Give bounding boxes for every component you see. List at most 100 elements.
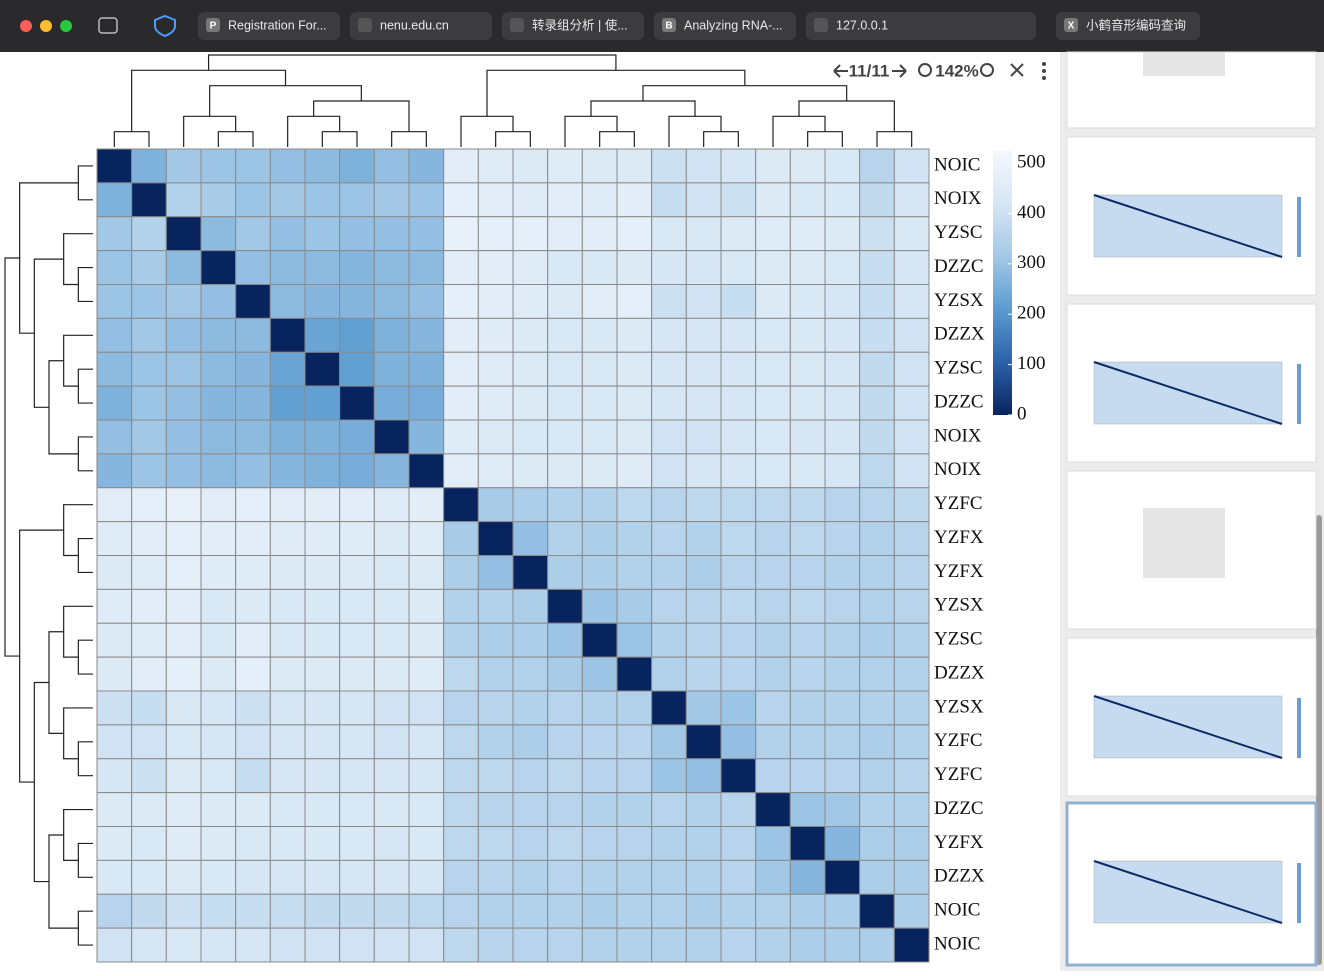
row-label: YZSX: [934, 595, 984, 616]
heatmap-cell: [373, 385, 410, 421]
zoom-out[interactable]: [918, 63, 932, 77]
close-viewer[interactable]: [1010, 63, 1024, 77]
heatmap: [96, 148, 930, 963]
tab[interactable]: [1056, 12, 1200, 40]
heatmap-cell: [755, 758, 791, 794]
close-button[interactable]: [20, 20, 32, 32]
heatmap-cell: [477, 588, 514, 624]
tab[interactable]: [654, 12, 796, 40]
heatmap-cell: [131, 453, 167, 489]
heatmap-cell: [824, 724, 861, 760]
heatmap-cell: [373, 351, 410, 387]
heatmap-cell: [96, 758, 133, 794]
heatmap-cell: [373, 182, 410, 218]
heatmap-cell: [373, 555, 410, 590]
zoom-button[interactable]: [60, 20, 72, 32]
heatmap-cell: [685, 453, 722, 489]
heatmap-cell: [755, 555, 791, 590]
heatmap-cell: [131, 588, 167, 624]
heatmap-cell: [755, 826, 791, 861]
heatmap-cell: [373, 656, 410, 692]
heatmap-cell: [755, 419, 791, 455]
heatmap-cell: [512, 487, 549, 523]
heatmap-cell: [408, 453, 445, 489]
heatmap-cell: [547, 284, 583, 319]
heatmap-cell: [373, 893, 410, 929]
heatmap-cell: [304, 250, 341, 285]
heatmap-cell: [512, 250, 549, 285]
heatmap-cell: [408, 148, 445, 184]
heatmap-cell: [651, 724, 687, 760]
heatmap-cell: [304, 453, 341, 489]
heatmap-cell: [685, 758, 722, 794]
heatmap-cell: [547, 521, 583, 556]
heatmap-cell: [789, 724, 826, 760]
more-menu[interactable]: [1042, 62, 1046, 80]
heatmap-cell: [200, 419, 237, 455]
heatmap-cell: [616, 724, 653, 760]
heatmap-cell: [824, 317, 861, 353]
heatmap-cell: [443, 555, 479, 590]
heatmap-cell: [824, 826, 861, 861]
heatmap-cell: [581, 284, 618, 319]
heatmap-cell: [651, 385, 687, 421]
heatmap-cell: [200, 182, 237, 218]
heatmap-cell: [616, 690, 653, 726]
heatmap-cell: [893, 317, 930, 353]
heatmap-cell: [165, 148, 202, 184]
heatmap-cell: [893, 927, 930, 963]
heatmap-cell: [269, 690, 306, 726]
row-label: NOIC: [934, 933, 980, 954]
heatmap-cell: [616, 622, 653, 658]
tab-title: Analyzing RNA-...: [684, 18, 783, 32]
heatmap-cell: [165, 927, 202, 963]
tab[interactable]: [806, 12, 1036, 40]
sidebar-button[interactable]: [98, 17, 118, 34]
heatmap-cell: [96, 284, 133, 319]
heatmap-cell: [131, 487, 167, 523]
zoom-in[interactable]: [980, 63, 994, 77]
heatmap-cell: [235, 385, 271, 421]
tab[interactable]: [502, 12, 644, 40]
heatmap-cell: [581, 419, 618, 455]
heatmap-cell: [616, 351, 653, 387]
heatmap-cell: [720, 893, 757, 929]
heatmap-cell: [859, 148, 895, 184]
heatmap-cell: [373, 148, 410, 184]
heatmap-cell: [339, 656, 375, 692]
tab[interactable]: [198, 12, 340, 40]
heatmap-cell: [581, 927, 618, 963]
heatmap-cell: [547, 758, 583, 794]
thumbnail-diagonal: [1093, 695, 1283, 759]
colorbar: [993, 151, 1012, 415]
row-label: YZSC: [934, 358, 983, 379]
minimize-button[interactable]: [40, 20, 52, 32]
row-label: DZZX: [934, 866, 985, 887]
heatmap-cell: [789, 893, 826, 929]
column-dendrogram: [207, 54, 617, 71]
heatmap-cell: [339, 419, 375, 455]
heatmap-cell: [408, 284, 445, 319]
tab-title: nenu.edu.cn: [380, 18, 449, 32]
heatmap-cell: [269, 284, 306, 319]
heatmap-cell: [616, 859, 653, 895]
heatmap-cell: [755, 893, 791, 929]
prev-page[interactable]: [833, 64, 848, 78]
heatmap-cell: [304, 690, 341, 726]
heatmap-cell: [616, 453, 653, 489]
heatmap-cell: [477, 893, 514, 929]
tab[interactable]: [350, 12, 492, 40]
heatmap-cell: [235, 317, 271, 353]
heatmap-cell: [165, 182, 202, 218]
heatmap-cell: [269, 453, 306, 489]
heatmap-cell: [477, 521, 514, 556]
heatmap-cell: [339, 792, 375, 827]
heatmap-cell: [235, 521, 271, 556]
heatmap-cell: [235, 216, 271, 252]
column-dendrogram: [113, 131, 150, 147]
heatmap-cell: [304, 622, 341, 658]
tab-title: 127.0.0.1: [836, 18, 888, 32]
next-page[interactable]: [892, 64, 907, 78]
shield-icon[interactable]: [154, 14, 176, 38]
heatmap-cell: [685, 216, 722, 252]
